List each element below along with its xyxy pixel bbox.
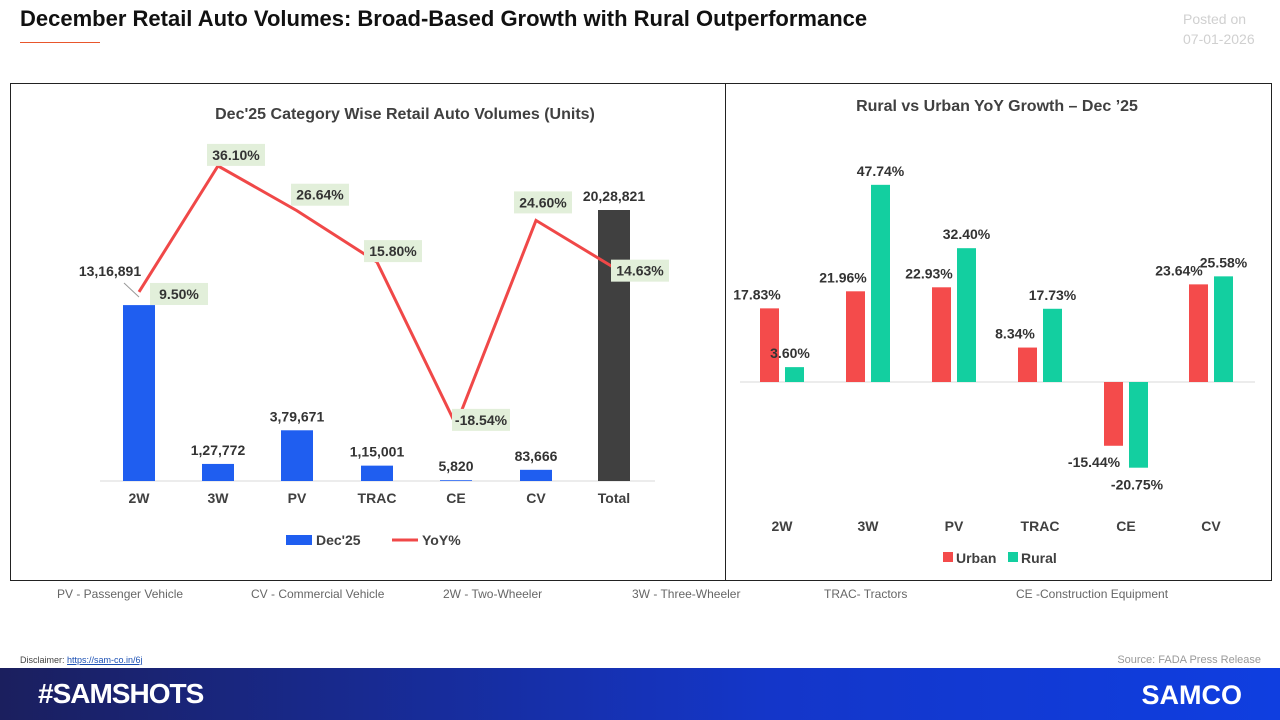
abbr-2w: 2W - Two-Wheeler — [443, 587, 543, 601]
bar-value-label: 21.96% — [819, 269, 867, 285]
bar-urban-3w — [846, 291, 865, 382]
yoy-label: 24.60% — [519, 194, 567, 210]
x-tick-label: PV — [945, 518, 964, 534]
left-legend: Dec'25 YoY% — [286, 532, 461, 548]
bar-rural-ce — [1129, 382, 1148, 468]
yoy-label-bg — [207, 143, 265, 166]
bar-ce — [440, 480, 472, 481]
abbr-pv: PV - Passenger Vehicle — [57, 587, 184, 601]
legend-label-urban: Urban — [956, 550, 996, 566]
yoy-label-bg — [514, 191, 572, 214]
disclaimer-link[interactable]: https://sam-co.in/6j — [67, 655, 143, 665]
bar-urban-ce — [1104, 382, 1123, 446]
x-tick-label: Total — [598, 490, 630, 506]
source-note: Source: FADA Press Release — [1117, 654, 1261, 666]
disclaimer-label: Disclaimer: — [20, 655, 65, 665]
bar-value-label: 17.83% — [733, 286, 781, 302]
bar-rural-3w — [871, 184, 890, 382]
abbr-cv: CV - Commercial Vehicle — [251, 587, 385, 601]
bar-value-label: 23.64% — [1155, 262, 1203, 278]
x-tick-label: TRAC — [1021, 518, 1060, 534]
charts-svg: Dec'25 Category Wise Retail Auto Volumes… — [79, 98, 1255, 566]
bar-value-label: 32.40% — [943, 226, 991, 242]
bar-value-label: 13,16,891 — [79, 263, 141, 279]
right-chart-title: Rural vs Urban YoY Growth – Dec ’25 — [856, 98, 1138, 115]
bar-value-label: 25.58% — [1200, 254, 1248, 270]
bar-rural-trac — [1043, 308, 1062, 382]
page-title: December Retail Auto Volumes: Broad-Base… — [20, 6, 868, 31]
posted-label: Posted on — [1183, 11, 1247, 27]
yoy-label: 15.80% — [369, 243, 417, 259]
leader-line — [123, 282, 140, 298]
posted-date: 07-01-2026 — [1183, 31, 1255, 47]
bar-rural-pv — [957, 248, 976, 382]
yoy-label-bg — [291, 183, 349, 206]
bar-value-label: 3.60% — [770, 345, 810, 361]
bar-value-label: 20,28,821 — [583, 188, 645, 204]
bar-cv — [520, 469, 552, 481]
bar-trac — [361, 465, 393, 481]
left-chart-title: Dec'25 Category Wise Retail Auto Volumes… — [215, 106, 595, 123]
hashtag: #SAMSHOTS — [38, 678, 204, 709]
bar-value-label: -15.44% — [1068, 454, 1121, 470]
bar-urban-2w — [760, 308, 779, 382]
bar-value-label: 3,79,671 — [270, 408, 325, 424]
legend-swatch-urban — [943, 552, 953, 562]
x-tick-label: CV — [526, 490, 546, 506]
bar-value-label: 22.93% — [905, 265, 953, 281]
x-tick-label: 2W — [129, 490, 151, 506]
legend-swatch-dec25 — [286, 535, 312, 545]
bar-3w — [202, 463, 234, 481]
bar-value-label: 83,666 — [515, 448, 558, 464]
right-legend: Urban Rural — [943, 550, 1057, 566]
footer-banner: #SAMSHOTS SAMCO — [0, 668, 1280, 720]
bar-pv — [281, 430, 313, 481]
legend-swatch-rural — [1008, 552, 1018, 562]
bar-urban-cv — [1189, 284, 1208, 382]
yoy-label-bg — [611, 259, 669, 282]
yoy-label: 14.63% — [616, 263, 664, 279]
legend-label-rural: Rural — [1021, 550, 1057, 566]
posted-info: Posted on 07-01-2026 — [1183, 9, 1255, 49]
disclaimer: Disclaimer: https://sam-co.in/6j — [20, 655, 143, 665]
bar-value-label: 5,820 — [438, 458, 473, 474]
yoy-label-bg — [150, 282, 208, 305]
bar-rural-2w — [785, 367, 804, 382]
right-chart-panel — [725, 83, 1272, 581]
legend-label-dec25: Dec'25 — [316, 532, 361, 548]
samco-logo: SAMCO — [1141, 680, 1243, 710]
bar-urban-pv — [932, 287, 951, 382]
x-tick-label: 3W — [208, 490, 230, 506]
yoy-label: 36.10% — [212, 147, 260, 163]
x-tick-label: 3W — [858, 518, 880, 534]
abbr-trac: TRAC- Tractors — [824, 587, 908, 601]
abbr-3w: 3W - Three-Wheeler — [632, 587, 741, 601]
title-underline — [20, 42, 100, 43]
abbr-ce: CE -Construction Equipment — [1016, 587, 1169, 601]
bar-value-label: -20.75% — [1111, 477, 1164, 493]
x-tick-label: 2W — [772, 518, 794, 534]
bar-value-label: 1,15,001 — [350, 444, 405, 460]
bar-total — [598, 210, 630, 481]
bar-urban-trac — [1018, 347, 1037, 382]
bar-2w — [123, 305, 155, 481]
x-tick-label: CE — [446, 490, 465, 506]
bar-value-label: 17.73% — [1029, 287, 1077, 303]
yoy-label-bg — [452, 408, 510, 431]
x-tick-label: CV — [1201, 518, 1221, 534]
bar-rural-cv — [1214, 276, 1233, 382]
yoy-label-bg — [364, 240, 422, 263]
legend-label-yoy: YoY% — [422, 532, 461, 548]
bar-value-label: 1,27,772 — [191, 442, 246, 458]
yoy-label: -18.54% — [455, 412, 508, 428]
x-tick-label: TRAC — [358, 490, 397, 506]
x-tick-label: CE — [1116, 518, 1135, 534]
yoy-label: 9.50% — [159, 286, 199, 302]
yoy-label: 26.64% — [296, 187, 344, 203]
bar-value-label: 47.74% — [857, 163, 905, 179]
bar-value-label: 8.34% — [995, 326, 1035, 342]
x-tick-label: PV — [288, 490, 307, 506]
